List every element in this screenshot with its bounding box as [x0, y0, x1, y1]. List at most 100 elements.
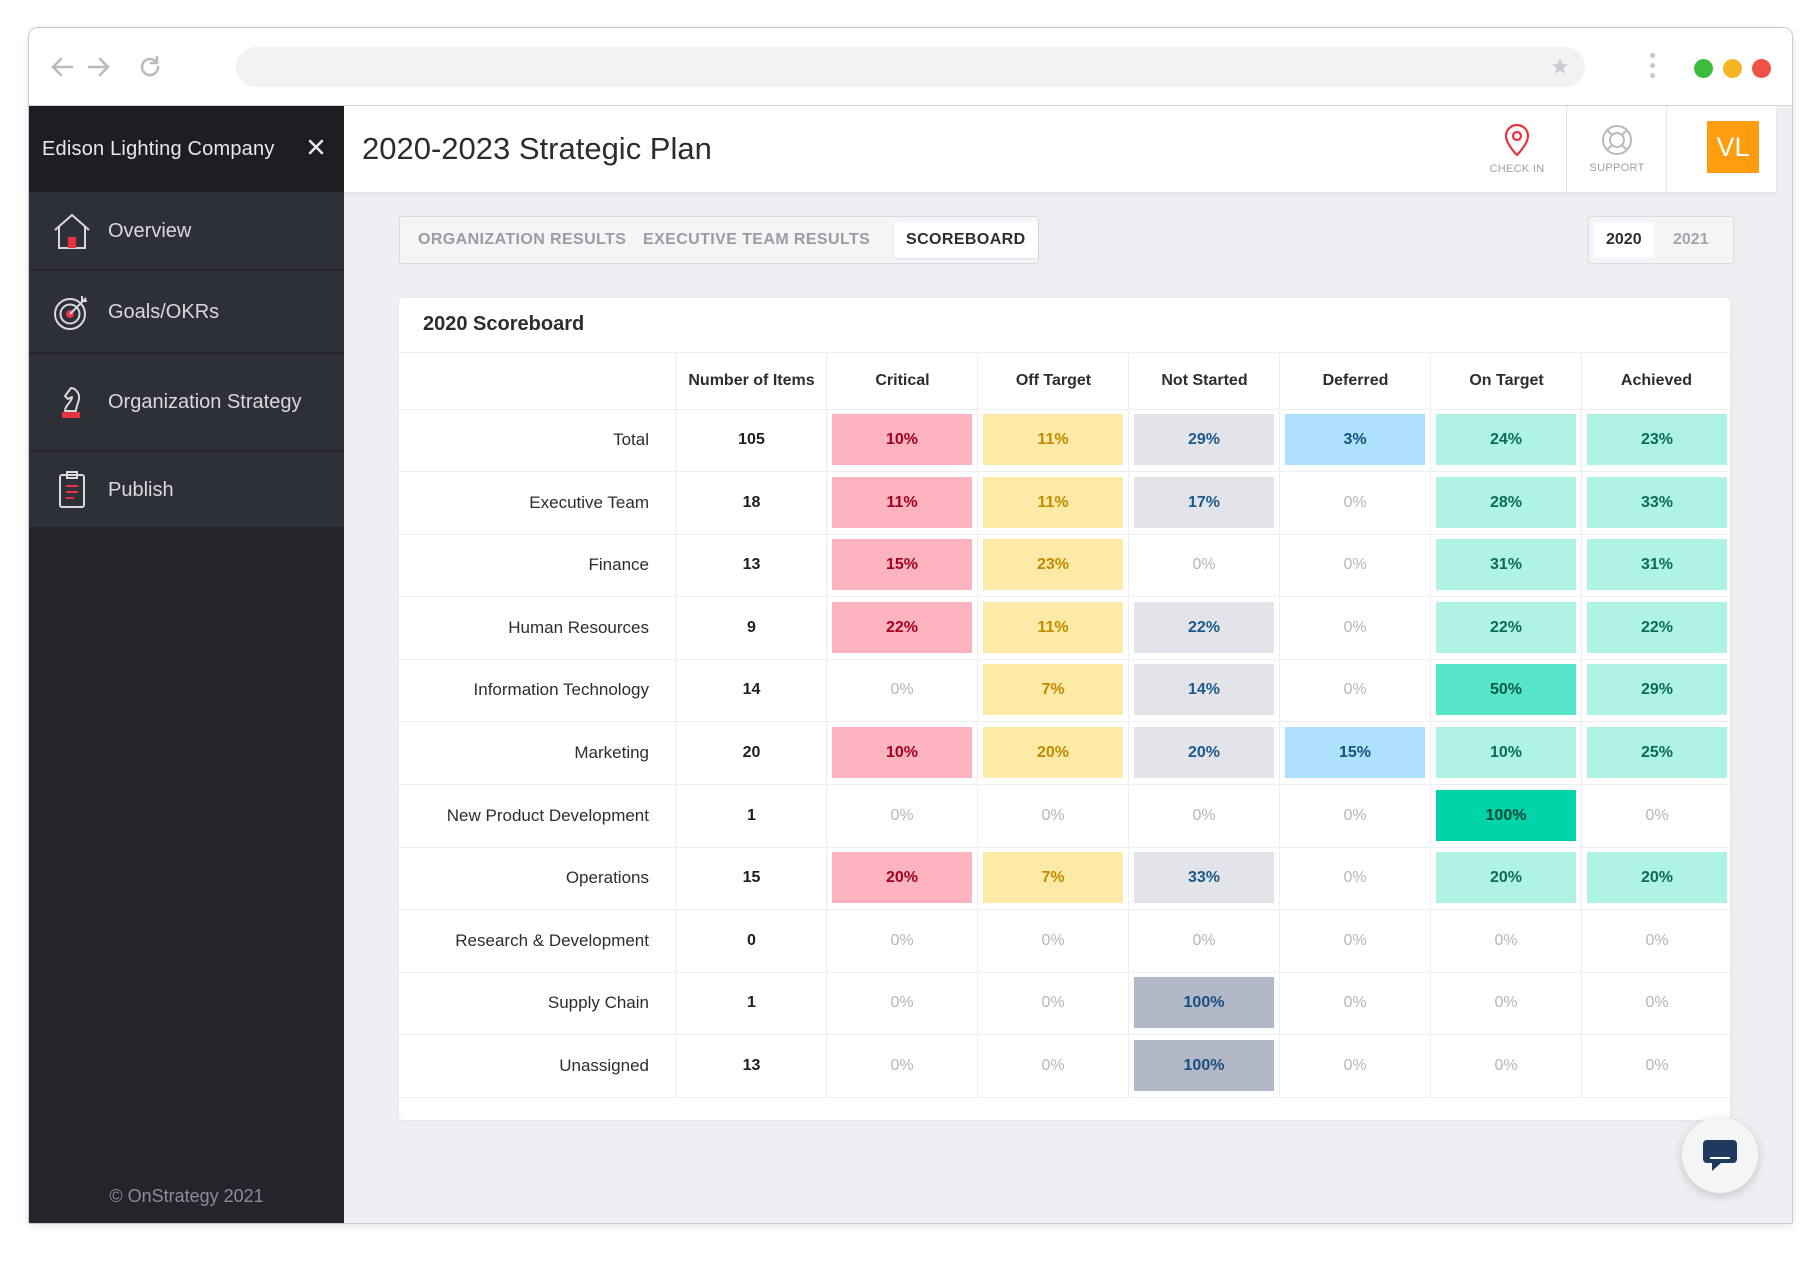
sidebar-item-publish[interactable]: Publish [29, 452, 344, 529]
column-header[interactable]: Achieved [1581, 353, 1731, 409]
column-header[interactable]: Number of Items [675, 353, 827, 409]
status-cell-on-target[interactable]: 0% [1430, 1035, 1582, 1097]
column-header[interactable]: Off Target [977, 353, 1129, 409]
status-cell-achieved[interactable]: 0% [1581, 784, 1733, 847]
status-cell-achieved[interactable]: 0% [1581, 1035, 1733, 1097]
status-cell-achieved[interactable]: 33% [1581, 471, 1733, 534]
status-cell-not-started[interactable]: 14% [1128, 659, 1280, 722]
table-row[interactable]: Operations 15 20% 7% 33% 0% 20% 20% [399, 847, 1733, 911]
status-cell-critical[interactable]: 0% [826, 909, 978, 972]
user-menu[interactable]: VL [1666, 106, 1776, 192]
more-menu-icon[interactable] [1647, 48, 1657, 88]
sidebar-item-goals-okrs[interactable]: Goals/OKRs [29, 271, 344, 354]
status-cell-not-started[interactable]: 22% [1128, 596, 1280, 659]
status-cell-off-target[interactable]: 0% [977, 972, 1129, 1035]
address-bar[interactable] [236, 47, 1585, 87]
tab-executive-team-results[interactable]: EXECUTIVE TEAM RESULTS [643, 231, 871, 248]
table-row[interactable]: Information Technology 14 0% 7% 14% 0% 50% 29% [399, 659, 1733, 723]
status-cell-off-target[interactable]: 7% [977, 659, 1129, 722]
status-cell-on-target[interactable]: 20% [1430, 847, 1582, 910]
status-cell-on-target[interactable]: 100% [1430, 784, 1582, 847]
support-button[interactable]: SUPPORT [1566, 106, 1667, 192]
status-cell-not-started[interactable]: 33% [1128, 847, 1280, 910]
table-row[interactable]: Finance 13 15% 23% 0% 0% 31% 31% [399, 534, 1733, 598]
status-cell-deferred[interactable]: 3% [1279, 409, 1431, 471]
status-cell-not-started[interactable]: 17% [1128, 471, 1280, 534]
table-row[interactable]: Human Resources 9 22% 11% 22% 0% 22% 22% [399, 596, 1730, 660]
check-in-button[interactable]: CHECK IN [1467, 106, 1567, 192]
status-cell-deferred[interactable]: 0% [1279, 909, 1431, 972]
status-cell-deferred[interactable]: 0% [1279, 659, 1431, 722]
table-row[interactable]: New Product Development 1 0% 0% 0% 0% 100% 0% [399, 784, 1733, 848]
status-cell-not-started[interactable]: 100% [1128, 1035, 1280, 1097]
window-dot-yellow[interactable] [1723, 59, 1742, 78]
tab-organization-results[interactable]: ORGANIZATION RESULTS [418, 231, 627, 248]
status-cell-achieved[interactable]: 31% [1581, 534, 1733, 597]
back-arrow-icon[interactable] [45, 50, 79, 84]
status-cell-off-target[interactable]: 0% [977, 1035, 1129, 1097]
status-cell-achieved[interactable]: 20% [1581, 847, 1733, 910]
column-header[interactable]: On Target [1430, 353, 1582, 409]
status-cell-deferred[interactable]: 0% [1279, 534, 1431, 597]
window-dot-red[interactable] [1752, 59, 1771, 78]
status-cell-on-target[interactable]: 0% [1430, 972, 1582, 1035]
status-cell-off-target[interactable]: 20% [977, 722, 1129, 784]
status-cell-off-target[interactable]: 11% [977, 409, 1129, 471]
status-cell-critical[interactable]: 10% [826, 409, 978, 471]
status-cell-deferred[interactable]: 15% [1279, 722, 1431, 784]
status-cell-on-target[interactable]: 28% [1430, 471, 1582, 534]
status-cell-on-target[interactable]: 22% [1430, 596, 1582, 659]
status-cell-critical[interactable]: 0% [826, 784, 978, 847]
table-row[interactable]: Executive Team 18 11% 11% 17% 0% 28% 33% [399, 471, 1733, 535]
column-header[interactable]: Not Started [1128, 353, 1280, 409]
status-cell-off-target[interactable]: 23% [977, 534, 1129, 597]
status-cell-off-target[interactable]: 7% [977, 847, 1129, 910]
chat-button[interactable] [1682, 1117, 1758, 1193]
status-cell-off-target[interactable]: 0% [977, 784, 1129, 847]
status-cell-critical[interactable]: 11% [826, 471, 978, 534]
column-header[interactable]: Deferred [1279, 353, 1431, 409]
status-cell-achieved[interactable]: 25% [1581, 722, 1733, 784]
status-cell-deferred[interactable]: 0% [1279, 784, 1431, 847]
status-cell-on-target[interactable]: 0% [1430, 909, 1582, 972]
avatar[interactable]: VL [1707, 121, 1759, 173]
status-cell-deferred[interactable]: 0% [1279, 972, 1431, 1035]
status-cell-critical[interactable]: 0% [826, 1035, 978, 1097]
status-cell-on-target[interactable]: 50% [1430, 659, 1582, 722]
status-cell-achieved[interactable]: 23% [1581, 409, 1733, 471]
forward-arrow-icon[interactable] [82, 50, 116, 84]
status-cell-not-started[interactable]: 0% [1128, 784, 1280, 847]
status-cell-critical[interactable]: 0% [826, 972, 978, 1035]
status-cell-achieved[interactable]: 0% [1581, 909, 1733, 972]
status-cell-critical[interactable]: 20% [826, 847, 978, 910]
year-2021-button[interactable]: 2021 [1673, 231, 1709, 248]
reload-icon[interactable] [133, 50, 167, 84]
status-cell-achieved[interactable]: 29% [1581, 659, 1733, 722]
status-cell-not-started[interactable]: 20% [1128, 722, 1280, 784]
status-cell-deferred[interactable]: 0% [1279, 847, 1431, 910]
table-row[interactable]: Supply Chain 1 0% 0% 100% 0% 0% 0% [399, 972, 1733, 1036]
table-row[interactable]: Marketing 20 10% 20% 20% 15% 10% 25% [399, 722, 1730, 785]
year-2020-button[interactable]: 2020 [1594, 222, 1654, 258]
status-cell-deferred[interactable]: 0% [1279, 1035, 1431, 1097]
status-cell-on-target[interactable]: 24% [1430, 409, 1582, 471]
sidebar-item-overview[interactable]: Overview [29, 192, 344, 271]
status-cell-not-started[interactable]: 29% [1128, 409, 1280, 471]
status-cell-on-target[interactable]: 10% [1430, 722, 1582, 784]
window-dot-green[interactable] [1694, 59, 1713, 78]
status-cell-not-started[interactable]: 0% [1128, 534, 1280, 597]
column-header[interactable]: Critical [826, 353, 978, 409]
status-cell-critical[interactable]: 10% [826, 722, 978, 784]
status-cell-deferred[interactable]: 0% [1279, 471, 1431, 534]
status-cell-off-target[interactable]: 11% [977, 596, 1129, 659]
sidebar-item-organization-strategy[interactable]: Organization Strategy [29, 354, 344, 452]
status-cell-on-target[interactable]: 31% [1430, 534, 1582, 597]
status-cell-not-started[interactable]: 0% [1128, 909, 1280, 972]
status-cell-achieved[interactable]: 0% [1581, 972, 1733, 1035]
status-cell-deferred[interactable]: 0% [1279, 596, 1431, 659]
status-cell-off-target[interactable]: 0% [977, 909, 1129, 972]
status-cell-off-target[interactable]: 11% [977, 471, 1129, 534]
tab-scoreboard[interactable]: SCOREBOARD [894, 222, 1038, 258]
table-row[interactable]: Unassigned 13 0% 0% 100% 0% 0% 0% [399, 1035, 1730, 1098]
table-row[interactable]: Research & Development 0 0% 0% 0% 0% 0% 0% [399, 909, 1733, 973]
